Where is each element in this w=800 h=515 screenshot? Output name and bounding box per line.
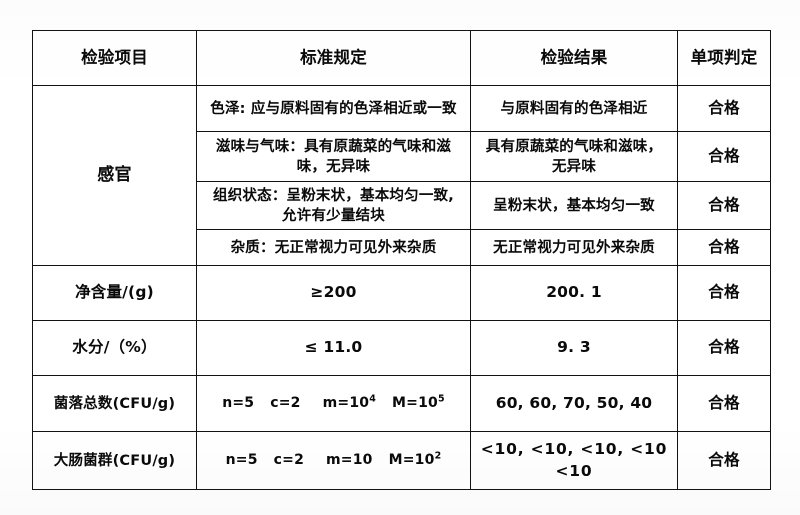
- result-color: 与原料固有的色泽相近: [470, 85, 678, 132]
- row-label-net-content: 净含量/(g): [32, 265, 197, 321]
- header-result: 检验结果: [470, 30, 678, 86]
- inspection-table-container: 检验项目 标准规定 检验结果 单项判定 感官 色泽: 应与原料固有的色泽相近或一…: [32, 30, 771, 490]
- result-taste-odor-line1: 具有原蔬菜的气味和滋味，: [485, 138, 663, 155]
- coli-M-exponent: 2: [434, 450, 442, 462]
- table-row: 感官 色泽: 应与原料固有的色泽相近或一致 与原料固有的色泽相近 合格: [32, 85, 771, 266]
- row-label-coliforms: 大肠菌群(CFU/g): [32, 431, 197, 490]
- coli-M-value: M=10: [388, 451, 435, 468]
- judgement-moisture: 合格: [677, 320, 771, 376]
- table-row: 水分/（%） ≤ 11.0 9. 3 合格: [32, 320, 771, 376]
- apc-m-exponent: 4: [369, 393, 377, 405]
- standard-texture-line1: 组织状态：呈粉末状，基本均匀一致,: [213, 187, 454, 204]
- table-row: 净含量/(g) ≥200 200. 1 合格: [32, 265, 771, 321]
- table-row: 菌落总数(CFU/g) n=5 c=2 m=104 M=105 60, 60, 70,…: [32, 375, 771, 432]
- row-label-aerobic-plate-count: 菌落总数(CFU/g): [32, 375, 197, 432]
- header-item: 检验项目: [32, 30, 197, 86]
- row-label-sensory: 感官: [32, 85, 197, 266]
- result-moisture: 9. 3: [470, 320, 678, 376]
- coli-c-value: c=2: [273, 451, 305, 468]
- header-judgement: 单项判定: [677, 30, 771, 86]
- judgement-net-content: 合格: [677, 265, 771, 321]
- standard-texture-line2: 允许有少量结块: [282, 207, 385, 224]
- header-standard: 标准规定: [196, 30, 471, 86]
- result-coliforms-line2: <10: [555, 461, 593, 480]
- result-taste-odor-line2: 无异味: [551, 158, 597, 175]
- table-row: 滋味与气味：具有原蔬菜的气味和滋 味，无异味 具有原蔬菜的气味和滋味， 无异味 …: [33, 131, 771, 182]
- apc-M-exponent: 5: [437, 393, 445, 405]
- apc-c-value: c=2: [270, 394, 301, 411]
- coli-m-value: m=10: [326, 451, 373, 468]
- judgement-coliforms: 合格: [677, 431, 771, 490]
- table-header-row: 检验项目 标准规定 检验结果 单项判定: [32, 30, 771, 86]
- coli-n-value: n=5: [225, 451, 258, 468]
- result-coliforms-line1: <10, <10, <10, <10: [480, 440, 668, 459]
- standard-taste-odor-line2: 味，无异味: [296, 158, 371, 175]
- standard-moisture: ≤ 11.0: [196, 320, 471, 376]
- result-aerobic-plate-count: 60, 60, 70, 50, 40: [470, 375, 678, 432]
- standard-color: 色泽: 应与原料固有的色泽相近或一致: [196, 85, 471, 132]
- table-row: 大肠菌群(CFU/g) n=5 c=2 m=10 M=102 <10, <10, <1…: [32, 431, 771, 490]
- inspection-results-table: 检验项目 标准规定 检验结果 单项判定 感官 色泽: 应与原料固有的色泽相近或一…: [32, 30, 771, 490]
- result-net-content: 200. 1: [470, 265, 678, 321]
- result-coliforms: <10, <10, <10, <10 <10: [470, 431, 678, 490]
- judgement-color: 合格: [677, 85, 771, 132]
- apc-m-value: m=10: [322, 394, 370, 411]
- standard-aerobic-plate-count: n=5 c=2 m=104 M=105: [196, 375, 471, 432]
- judgement-texture: 合格: [677, 181, 771, 230]
- judgement-taste-odor: 合格: [677, 131, 771, 182]
- result-impurities: 无正常视力可见外来杂质: [470, 229, 678, 266]
- standard-net-content: ≥200: [196, 265, 471, 321]
- standard-coliforms: n=5 c=2 m=10 M=102: [196, 431, 471, 490]
- standard-texture: 组织状态：呈粉末状，基本均匀一致, 允许有少量结块: [196, 181, 471, 230]
- standard-taste-odor: 滋味与气味：具有原蔬菜的气味和滋 味，无异味: [196, 131, 471, 182]
- apc-M-value: M=10: [392, 394, 438, 411]
- standard-impurities: 杂质：无正常视力可见外来杂质: [196, 229, 471, 266]
- judgement-impurities: 合格: [677, 229, 771, 266]
- standard-taste-odor-line1: 滋味与气味：具有原蔬菜的气味和滋: [215, 138, 452, 155]
- apc-n-value: n=5: [222, 394, 255, 411]
- row-label-moisture: 水分/（%）: [32, 320, 197, 376]
- result-taste-odor: 具有原蔬菜的气味和滋味， 无异味: [470, 131, 678, 182]
- judgement-aerobic-plate-count: 合格: [677, 375, 771, 432]
- result-texture: 呈粉末状，基本均匀一致: [470, 181, 678, 230]
